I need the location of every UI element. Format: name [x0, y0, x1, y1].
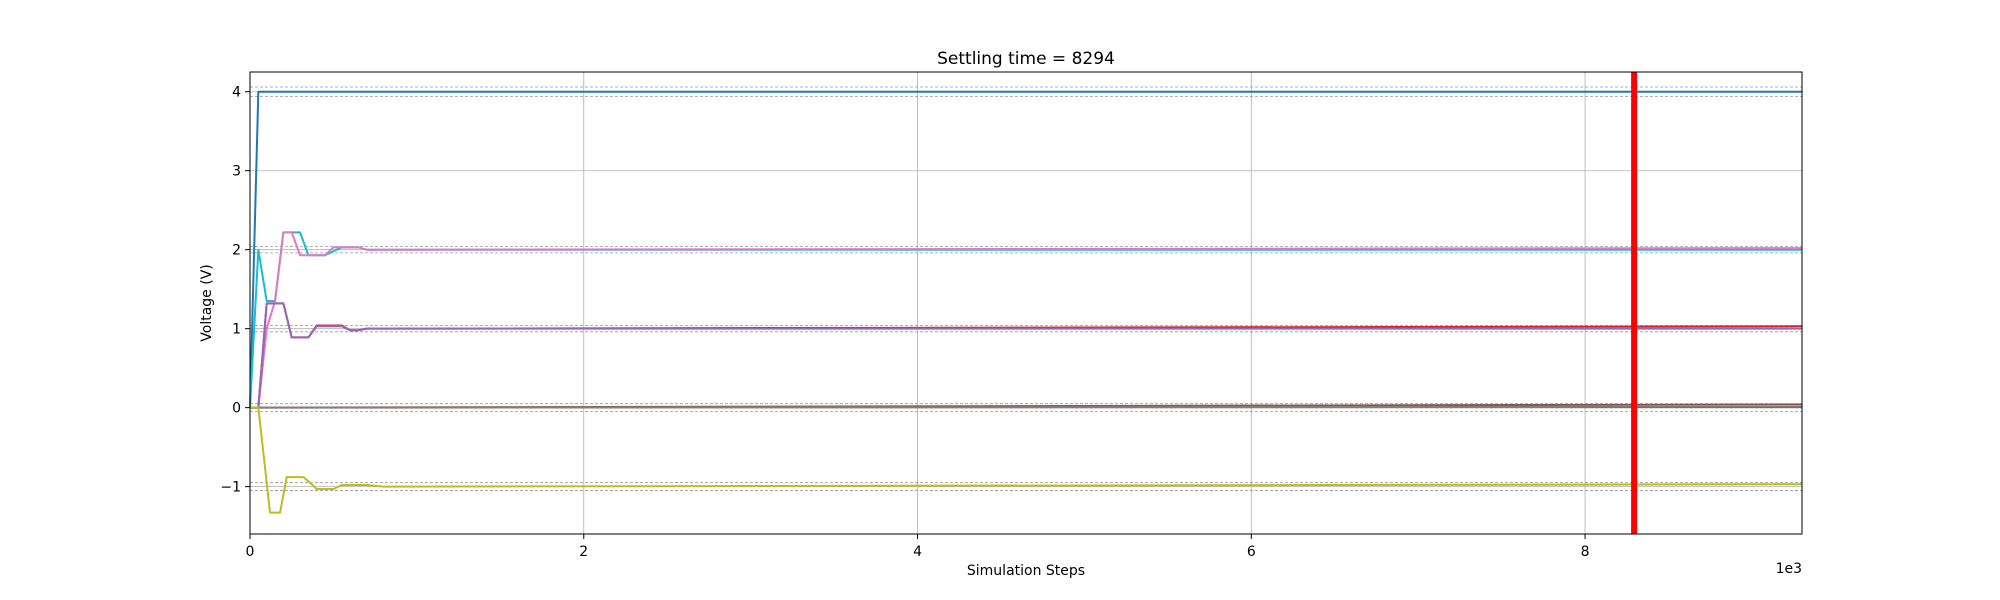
x-tick-label-1: 2: [579, 544, 588, 560]
x-axis-label: Simulation Steps: [967, 563, 1085, 579]
series-lines: [249, 90, 1803, 514]
series-line-2: [250, 231, 1803, 409]
y-tick-label-4: 3: [232, 164, 241, 180]
axis-ticks: 0 2 4 6 8 −1 0 1 2 3 4: [220, 85, 1589, 560]
y-tick-label-5: 4: [232, 85, 241, 101]
series-line-0: [249, 90, 1802, 408]
y-tick-label-0: −1: [220, 480, 241, 496]
y-tick-label-1: 0: [232, 401, 241, 417]
series-line-6: [249, 405, 1803, 409]
tolerance-bands: [250, 86, 1802, 491]
x-tick-label-4: 8: [1581, 544, 1590, 560]
chart-title: Settling time = 8294: [937, 49, 1115, 69]
series-line-4: [250, 302, 1802, 409]
x-tick-label-2: 4: [913, 544, 922, 560]
series-line-7: [250, 406, 1803, 514]
x-tick-label-0: 0: [246, 544, 255, 560]
x-tick-label-3: 6: [1247, 544, 1256, 560]
x-axis-offset-text: 1e3: [1776, 561, 1802, 577]
plot-frame: [249, 71, 1803, 535]
y-axis-label: Voltage (V): [199, 264, 215, 341]
y-tick-label-3: 2: [232, 243, 241, 259]
y-tick-label-2: 1: [232, 322, 241, 338]
